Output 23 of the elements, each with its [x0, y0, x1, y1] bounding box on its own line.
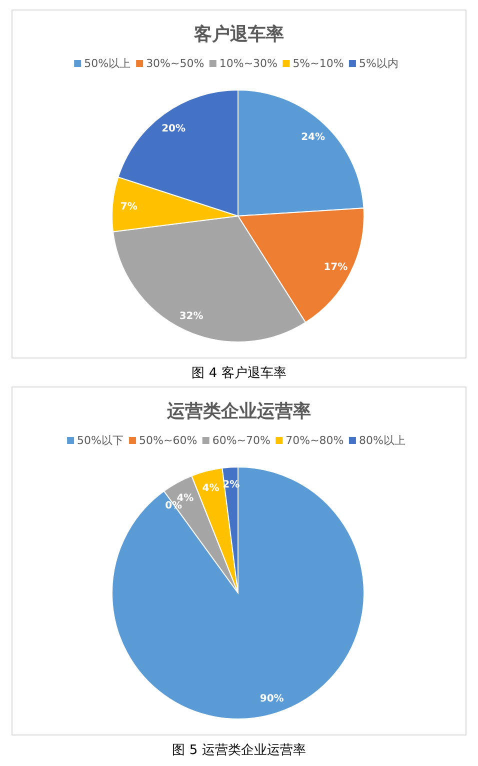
legend-label: 70%~80% [286, 434, 344, 447]
chart-title: 客户退车率 [193, 24, 284, 45]
legend-label: 30%~50% [146, 57, 204, 70]
legend-label: 50%~60% [139, 434, 198, 447]
data-label: 4% [176, 492, 194, 504]
data-label: 24% [301, 132, 326, 144]
data-label: 90% [260, 693, 284, 704]
data-label: 4% [202, 482, 220, 494]
legend-label: 60%~70% [212, 434, 270, 447]
data-label: 7% [120, 202, 138, 213]
legend-label: 10%~30% [219, 57, 278, 70]
legend-label: 50%以上 [84, 57, 131, 70]
legend-label: 5%~10% [292, 57, 344, 70]
legend-label: 50%以下 [77, 434, 124, 447]
legend-label: 80%以上 [358, 434, 406, 447]
caption: 图 4 客户退车率 [192, 365, 286, 381]
data-label: 17% [324, 262, 348, 273]
chart-title: 运营类企业运营率 [166, 401, 311, 422]
pie-slice [112, 466, 364, 720]
data-label: 32% [179, 311, 204, 322]
legend-label: 5%以内 [358, 57, 398, 70]
data-label: 20% [162, 123, 186, 134]
caption: 图 5 运营类企业运营率 [172, 742, 306, 758]
